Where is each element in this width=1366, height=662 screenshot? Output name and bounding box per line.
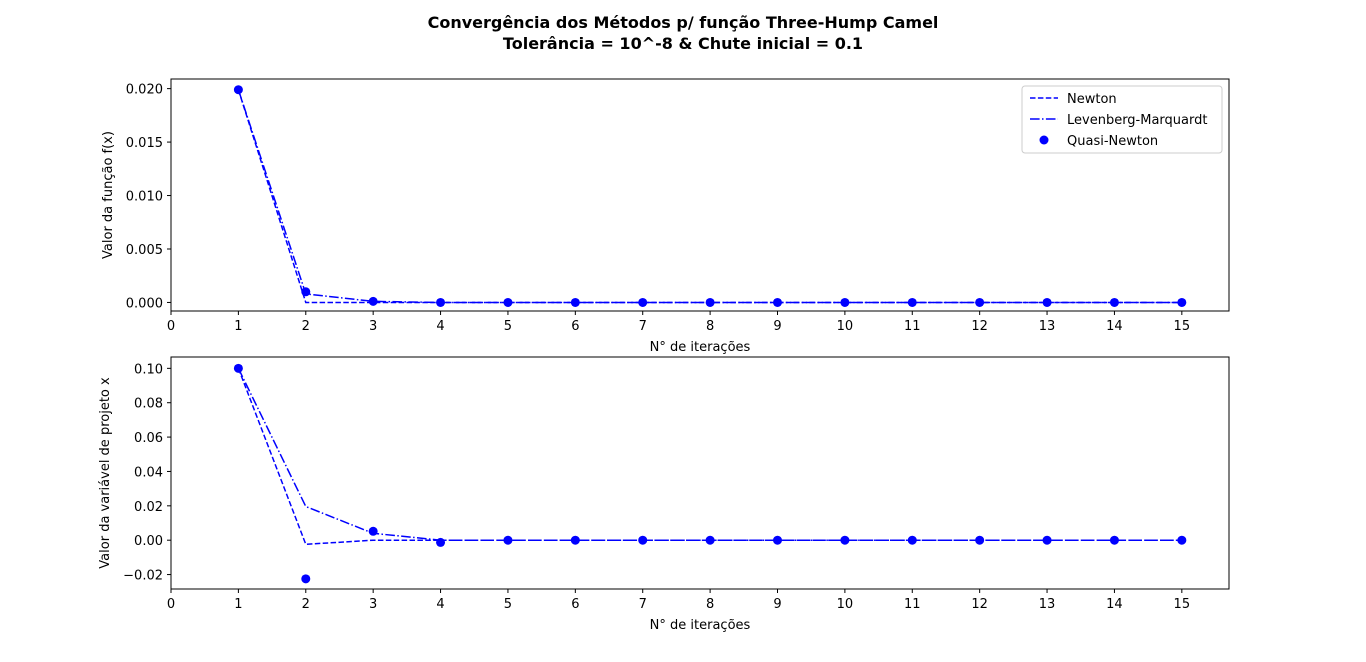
data-point-quasi-newton	[840, 535, 850, 545]
y-axis-label: Valor da função f(x)	[101, 131, 116, 259]
series-line-levenberg-marquardt	[237, 89, 1182, 304]
y-tick-label: 0.000	[126, 296, 163, 311]
x-tick-label: 14	[1106, 597, 1123, 612]
x-tick-label: 5	[504, 597, 512, 612]
legend-frame	[1021, 85, 1223, 154]
data-point-quasi-newton	[907, 297, 917, 307]
x-tick-label: 0	[167, 319, 175, 334]
data-point-quasi-newton	[638, 535, 648, 545]
x-tick-label: 4	[436, 597, 444, 612]
data-point-quasi-newton	[907, 535, 917, 545]
subplot-function-value: 0 1 2 3 4 5 6 7 8 9 10 11 12 13 14 150.0000.0050.0100.0…	[101, 78, 1230, 355]
x-tick-label: 3	[369, 319, 377, 334]
data-point-quasi-newton	[1109, 297, 1119, 307]
data-point-quasi-newton	[638, 297, 648, 307]
x-tick-label: 4	[436, 319, 444, 334]
data-point-quasi-newton	[301, 574, 311, 584]
data-point-quasi-newton	[705, 297, 715, 307]
x-tick-label: 5	[504, 319, 512, 334]
x-tick-label: 14	[1106, 319, 1123, 334]
x-tick-label: 2	[302, 597, 310, 612]
x-tick-label: 12	[971, 597, 988, 612]
data-point-quasi-newton	[1109, 535, 1119, 545]
y-tick-label: 0.08	[134, 397, 163, 412]
data-point-quasi-newton	[1177, 535, 1187, 545]
x-tick-label: 11	[904, 597, 921, 612]
x-tick-label: 10	[837, 597, 854, 612]
data-point-quasi-newton	[233, 363, 243, 373]
x-tick-label: 1	[234, 597, 242, 612]
x-tick-label: 2	[302, 319, 310, 334]
y-axis-label: Valor da variável de projeto x	[98, 377, 113, 569]
x-tick-label: 15	[1174, 597, 1191, 612]
x-tick-label: 13	[1039, 319, 1056, 334]
x-tick-label: 13	[1039, 597, 1056, 612]
legend-lm-label: Levenberg-Marquardt	[1067, 113, 1207, 128]
data-point-quasi-newton	[368, 526, 378, 536]
y-tick-label: −0.02	[123, 569, 163, 584]
x-tick-label: 12	[971, 319, 988, 334]
data-point-quasi-newton	[1042, 297, 1052, 307]
legend-newton-label: Newton	[1067, 92, 1117, 107]
figure-title-line2: Tolerância = 10^-8 & Chute inicial = 0.1	[503, 34, 863, 53]
data-point-quasi-newton	[503, 297, 513, 307]
x-tick-label: 15	[1174, 319, 1191, 334]
data-point-quasi-newton	[436, 297, 446, 307]
x-tick-label: 0	[167, 597, 175, 612]
x-tick-label: 1	[234, 319, 242, 334]
x-axis-label: N° de iterações	[650, 618, 751, 633]
y-tick-label: 0.04	[134, 465, 163, 480]
x-tick-label: 6	[571, 319, 579, 334]
x-tick-label: 7	[639, 597, 647, 612]
legend-quasi-newton-marker	[1039, 135, 1049, 145]
data-point-quasi-newton	[1177, 297, 1187, 307]
x-tick-label: 9	[773, 319, 781, 334]
y-tick-label: 0.015	[126, 136, 163, 151]
x-tick-label: 8	[706, 597, 714, 612]
data-point-quasi-newton	[840, 297, 850, 307]
y-tick-label: 0.005	[126, 243, 163, 258]
y-tick-label: 0.06	[134, 431, 163, 446]
data-point-quasi-newton	[773, 535, 782, 545]
x-tick-label: 9	[773, 597, 781, 612]
figure-title-line1: Convergência dos Métodos p/ função Three…	[428, 13, 939, 32]
data-point-quasi-newton	[233, 85, 243, 95]
y-tick-label: 0.010	[126, 190, 163, 205]
series-line-levenberg-marquardt	[237, 368, 1182, 541]
x-tick-label: 10	[837, 319, 854, 334]
data-point-quasi-newton	[975, 535, 985, 545]
x-tick-label: 6	[571, 597, 579, 612]
data-point-quasi-newton	[436, 537, 446, 547]
data-point-quasi-newton	[975, 297, 985, 307]
axes-frame	[170, 356, 1230, 590]
legend: Newton Levenberg-Marquardt Quasi-Newton	[1021, 85, 1223, 154]
data-point-quasi-newton	[705, 535, 715, 545]
x-tick-label: 8	[706, 319, 714, 334]
data-point-quasi-newton	[368, 296, 378, 306]
axes-frame	[170, 78, 1230, 312]
legend-quasi-newton-label: Quasi-Newton	[1067, 134, 1158, 149]
data-point-quasi-newton	[1042, 535, 1052, 545]
x-axis-label: N° de iterações	[650, 340, 751, 355]
series-line-newton	[237, 368, 1182, 546]
x-tick-label: 7	[639, 319, 647, 334]
data-point-quasi-newton	[570, 535, 580, 545]
x-tick-label: 3	[369, 597, 377, 612]
data-point-quasi-newton	[773, 297, 782, 307]
y-tick-label: 0.02	[134, 500, 163, 515]
x-tick-label: 11	[904, 319, 921, 334]
y-tick-label: 0.00	[134, 534, 163, 549]
y-tick-label: 0.020	[126, 83, 163, 98]
data-point-quasi-newton	[503, 535, 513, 545]
subplot-design-variable: 0 1 2 3 4 5 6 7 8 9 10 11 12 13 14 15−0.020.000.020.040…	[98, 356, 1230, 633]
data-point-quasi-newton	[570, 297, 580, 307]
data-point-quasi-newton	[301, 287, 311, 297]
y-tick-label: 0.10	[134, 362, 163, 377]
